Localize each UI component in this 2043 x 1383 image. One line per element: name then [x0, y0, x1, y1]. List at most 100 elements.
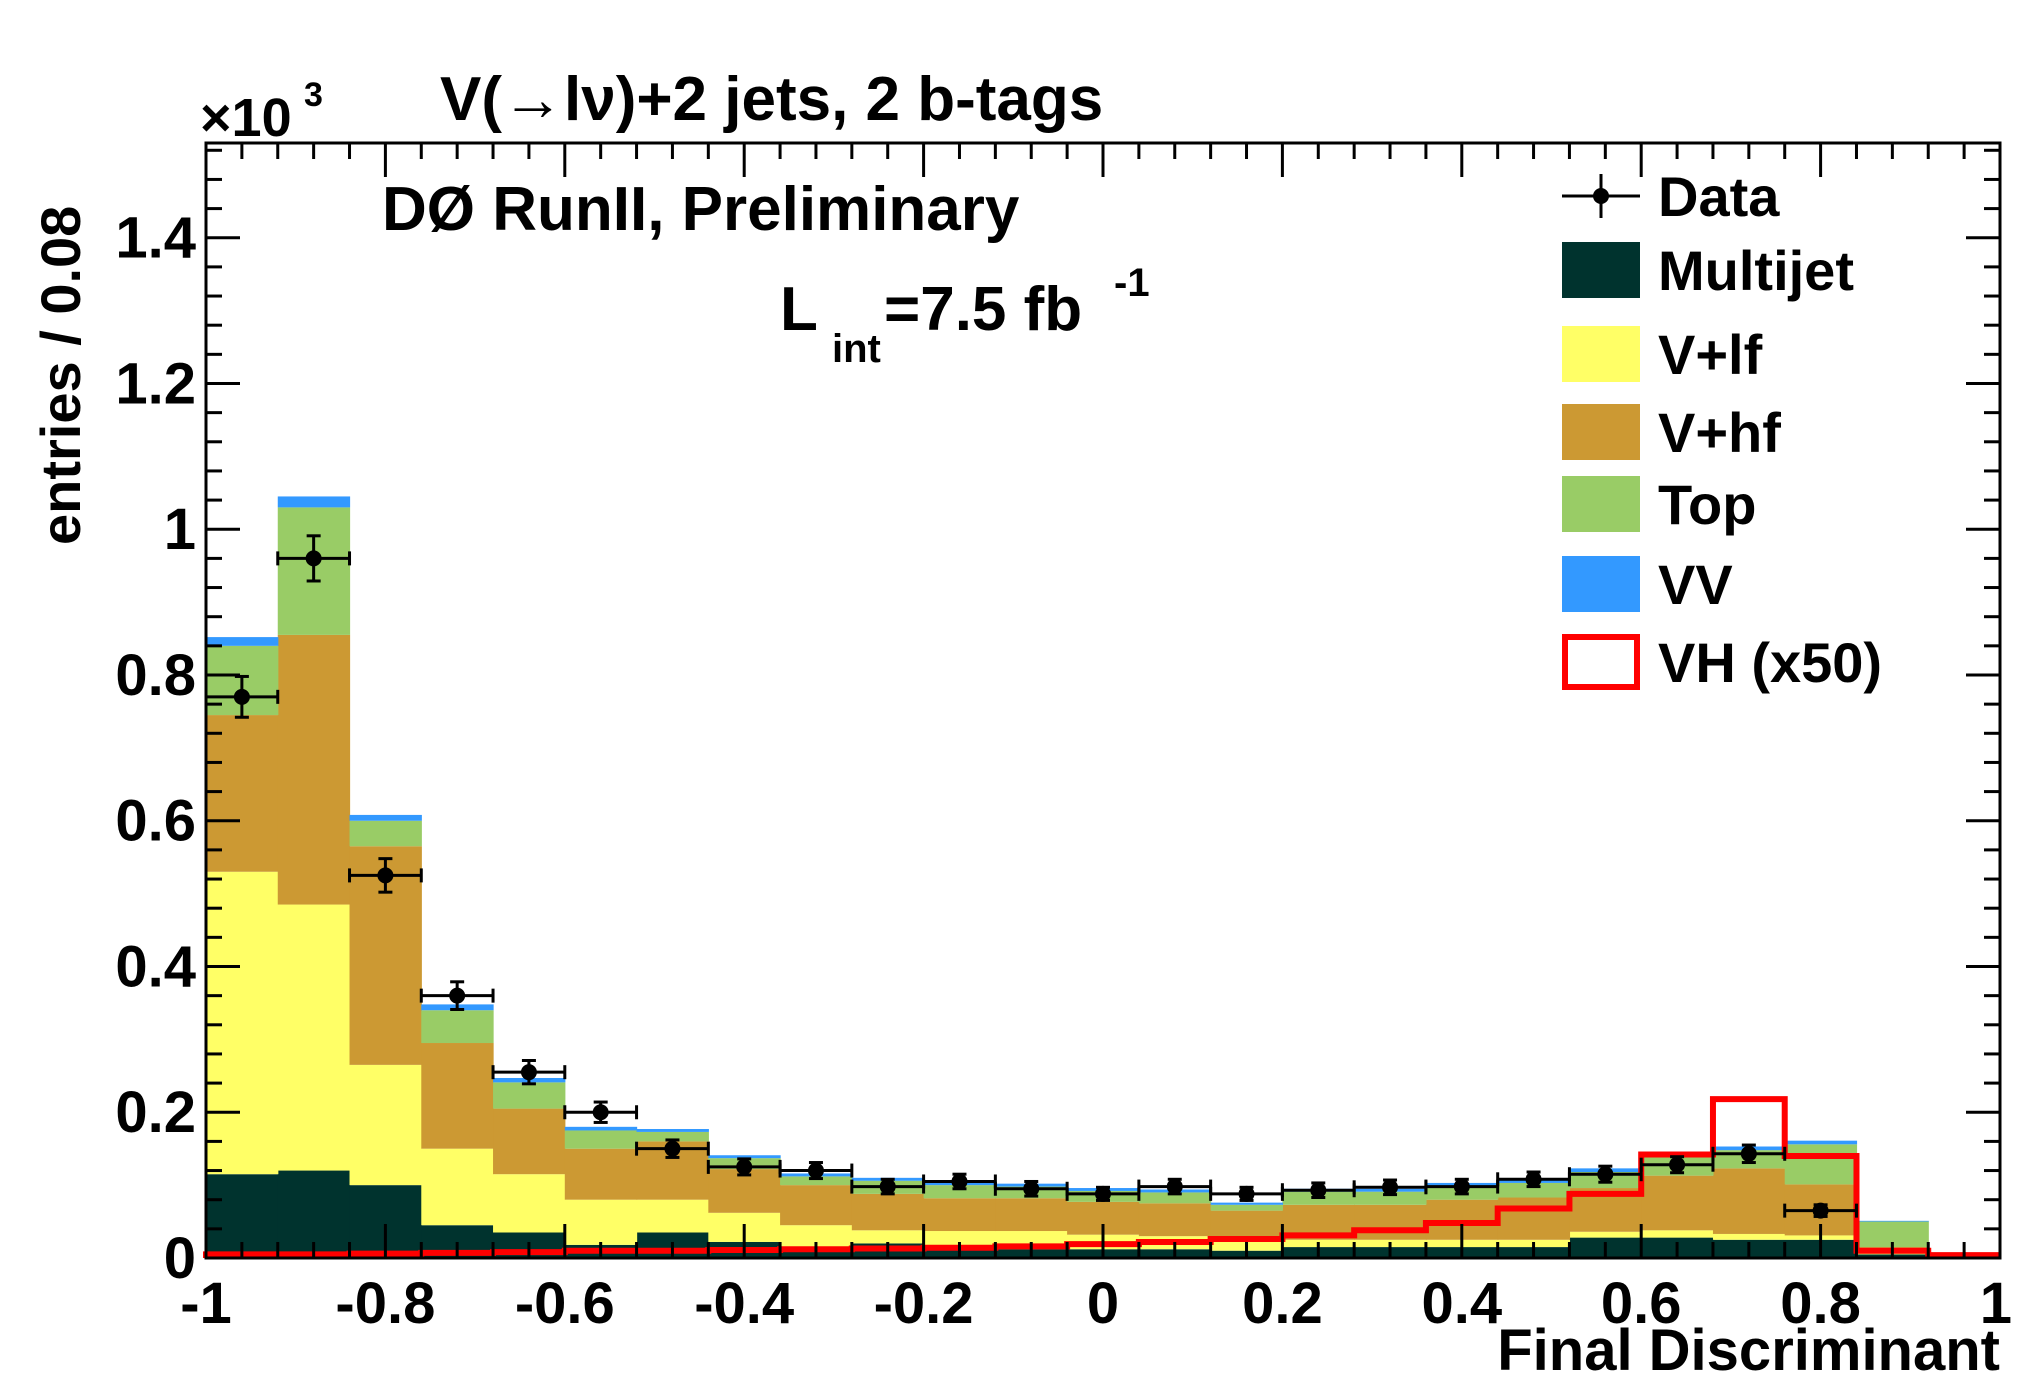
- legend: Data Multijet V+lf V+hf Top VV VH (x50): [1562, 165, 1882, 694]
- data-point-10: [951, 1173, 968, 1190]
- y-tick-label-3: 0.6: [115, 789, 196, 854]
- bar-v-hf-21: [1712, 1168, 1786, 1234]
- data-point-20: [1669, 1156, 1686, 1173]
- data-point-9: [879, 1178, 896, 1195]
- plot-area: [203, 141, 2002, 1260]
- data-point-14: [1238, 1185, 1255, 1202]
- bar-top-13: [1138, 1192, 1212, 1204]
- bar-top-22: [1784, 1144, 1858, 1185]
- x-tick-label-0: -1: [180, 1271, 232, 1336]
- bar-v-lf-19: [1569, 1231, 1642, 1238]
- bar-vv-5: [564, 1126, 638, 1131]
- y-multiplier-base: ×10: [200, 88, 292, 148]
- bar-v-hf-9: [851, 1193, 925, 1231]
- y-tick-label-2: 0.4: [115, 934, 196, 999]
- bar-v-lf-21: [1712, 1233, 1786, 1240]
- data-point-16: [1382, 1179, 1399, 1196]
- legend-label-v-hf: V+hf: [1658, 401, 1781, 464]
- bar-v-hf-20: [1641, 1175, 1714, 1231]
- bar-top-2: [349, 820, 422, 847]
- y-multiplier: ×10 3: [200, 76, 323, 148]
- legend-swatch-vh-x50: [1562, 634, 1640, 690]
- axis-ticks: [204, 143, 2002, 1260]
- x-tick-label-2: -0.6: [515, 1271, 615, 1336]
- stacked-bars: [206, 496, 2001, 1258]
- data-point-7: [736, 1158, 753, 1175]
- data-point-22: [1812, 1202, 1829, 1219]
- data-point-17: [1453, 1178, 1470, 1195]
- legend-label-top: Top: [1658, 473, 1756, 536]
- bar-v-lf-10: [923, 1231, 996, 1248]
- bar-v-hf-0: [206, 715, 279, 872]
- y-tick-label-5: 1: [164, 497, 196, 562]
- bar-v-lf-3: [421, 1148, 494, 1226]
- bar-vv-23: [1856, 1220, 1929, 1222]
- y-tick-labels: 0 0.2 0.4 0.6 0.8 1 1.2 1.4: [115, 206, 196, 1291]
- bar-vv-14: [1210, 1202, 1283, 1205]
- x-tick-label-3: -0.4: [694, 1271, 794, 1336]
- bar-v-lf-5: [564, 1199, 638, 1245]
- data-point-21: [1740, 1145, 1757, 1162]
- x-tick-label-1: -0.8: [335, 1271, 435, 1336]
- x-tick-label-5: 0: [1087, 1271, 1119, 1336]
- y-tick-label-0: 0: [164, 1226, 196, 1291]
- data-point-19: [1597, 1166, 1614, 1183]
- bar-v-lf-9: [851, 1230, 925, 1244]
- bar-v-hf-11: [995, 1198, 1068, 1232]
- x-tick-label-9: 0.8: [1780, 1271, 1861, 1336]
- bar-v-hf-18: [1497, 1197, 1571, 1240]
- legend-swatch-top: [1562, 476, 1640, 532]
- legend-swatch-v-lf: [1562, 326, 1640, 382]
- legend-swatch-multijet: [1562, 242, 1640, 298]
- y-tick-label-4: 0.8: [115, 643, 196, 708]
- y-axis-label: entries / 0.08: [29, 206, 92, 545]
- bar-top-6: [636, 1131, 709, 1142]
- bar-v-hf-3: [421, 1043, 494, 1149]
- legend-label-multijet: Multijet: [1658, 239, 1854, 302]
- data-point-8: [807, 1162, 824, 1179]
- bar-vv-2: [349, 814, 422, 821]
- data-points: [204, 534, 1858, 1219]
- data-point-12: [1095, 1185, 1111, 1202]
- bar-v-lf-6: [636, 1199, 709, 1233]
- bar-v-hf-4: [493, 1108, 566, 1175]
- bar-vv-0: [206, 637, 279, 646]
- bar-vv-22: [1784, 1140, 1858, 1145]
- bar-v-hf-8: [780, 1185, 853, 1226]
- data-point-6: [664, 1140, 681, 1157]
- x-tick-label-10: 1: [1980, 1271, 2012, 1336]
- legend-label-data: Data: [1658, 165, 1780, 228]
- experiment-label: DØ RunII, Preliminary: [382, 175, 1020, 244]
- data-point-11: [1023, 1180, 1040, 1197]
- bar-v-lf-8: [780, 1225, 853, 1248]
- x-tick-label-4: -0.2: [874, 1271, 974, 1336]
- bar-v-lf-0: [206, 871, 279, 1175]
- bar-v-hf-14: [1210, 1210, 1283, 1240]
- luminosity-main: L: [780, 275, 818, 344]
- bar-v-lf-1: [277, 904, 351, 1171]
- luminosity-label: L int =7.5 fb -1: [780, 261, 1150, 371]
- data-point-15: [1310, 1182, 1327, 1199]
- luminosity-sup: -1: [1114, 261, 1150, 305]
- bar-top-4: [493, 1082, 566, 1109]
- bar-top-18: [1497, 1182, 1571, 1198]
- y-tick-label-1: 0.2: [115, 1080, 196, 1145]
- x-axis-label: Final Discriminant: [1497, 1318, 2000, 1383]
- bar-top-16: [1354, 1191, 1427, 1205]
- bar-top-3: [421, 1010, 494, 1044]
- bar-v-hf-16: [1354, 1204, 1427, 1240]
- bar-vv-7: [708, 1155, 781, 1159]
- x-tick-label-6: 0.2: [1242, 1271, 1323, 1336]
- chart-title: V(→lν)+2 jets, 2 b-tags: [440, 65, 1103, 134]
- x-tick-label-7: 0.4: [1421, 1271, 1502, 1336]
- y-multiplier-exp: 3: [304, 76, 323, 114]
- data-point-1: [305, 550, 322, 567]
- bar-v-hf-1: [277, 634, 351, 905]
- data-point-4: [520, 1064, 537, 1081]
- legend-swatch-data-dot: [1593, 188, 1609, 204]
- data-point-3: [449, 987, 466, 1004]
- y-tick-label-7: 1.4: [115, 206, 196, 271]
- bar-top-5: [564, 1130, 638, 1149]
- data-point-13: [1166, 1178, 1183, 1195]
